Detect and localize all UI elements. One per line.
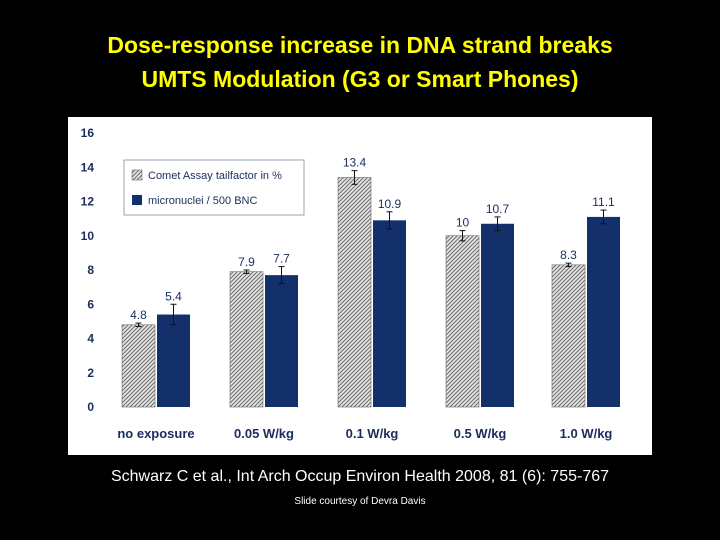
legend-label-comet: Comet Assay tailfactor in %: [148, 170, 282, 182]
bar-comet: [445, 235, 480, 408]
legend-box: [123, 159, 305, 216]
data-label: 7.7: [273, 252, 290, 266]
bar-comet: [337, 177, 372, 408]
courtesy-note: Slide courtesy of Devra Davis: [294, 496, 426, 507]
legend-label-micronuclei: micronuclei / 500 BNC: [148, 195, 257, 207]
data-label: 10.7: [486, 202, 510, 216]
bar-micronuclei: [157, 314, 190, 407]
y-tick-label: 14: [81, 160, 95, 174]
data-label: 4.8: [130, 308, 147, 322]
data-label: 5.4: [165, 289, 182, 303]
y-tick-label: 6: [87, 297, 94, 311]
bar-comet: [121, 324, 156, 408]
x-tick-label: 0.1 W/kg: [346, 426, 399, 441]
bar-micronuclei: [481, 223, 514, 407]
bar-comet: [551, 264, 586, 408]
bar-comet: [229, 271, 264, 408]
bar-micronuclei: [265, 275, 298, 407]
data-label: 11.1: [592, 195, 615, 209]
title-line-2: UMTS Modulation (G3 or Smart Phones): [141, 66, 579, 92]
bar-micronuclei: [373, 220, 406, 407]
y-tick-label: 4: [87, 332, 94, 346]
y-tick-label: 2: [87, 366, 94, 380]
y-tick-label: 0: [87, 400, 94, 414]
x-tick-label: 0.05 W/kg: [234, 426, 294, 441]
chart-svg: 0 2 4 6 8 10 12 14 16 4.8 5.4 7.9 7.7 13.4 10.9 10 10.7…: [81, 126, 620, 441]
data-label: 8.3: [560, 248, 577, 262]
x-tick-label: no exposure: [117, 426, 194, 441]
x-tick-label: 1.0 W/kg: [560, 426, 613, 441]
legend: Comet Assay tailfactor in % micronuclei …: [123, 159, 305, 216]
y-tick-label: 12: [81, 195, 95, 209]
bar-micronuclei: [587, 216, 620, 407]
bar-chart: 0 2 4 6 8 10 12 14 16 4.8 5.4 7.9 7.7 13.4 10.9 10 10.7…: [68, 117, 652, 455]
data-label: 10.9: [378, 197, 402, 211]
data-labels: 4.8 5.4 7.9 7.7 13.4 10.9 10 10.7 8.3 11.1: [130, 156, 615, 322]
x-tick-label: 0.5 W/kg: [454, 426, 507, 441]
bars: [121, 170, 620, 408]
citation: Schwarz C et al., Int Arch Occup Environ…: [110, 468, 610, 485]
legend-swatch-micronuclei: [132, 195, 142, 205]
data-label: 10: [456, 216, 470, 230]
slide-title: Dose-response increase in DNA strand bre…: [0, 28, 720, 96]
data-label: 13.4: [343, 156, 367, 170]
y-tick-label: 8: [87, 263, 94, 277]
y-tick-label: 10: [81, 229, 95, 243]
title-line-1: Dose-response increase in DNA strand bre…: [107, 32, 613, 58]
data-label: 7.9: [238, 255, 255, 269]
y-tick-label: 16: [81, 126, 95, 140]
legend-swatch-comet: [131, 169, 143, 181]
y-axis: 0 2 4 6 8 10 12 14 16: [81, 126, 95, 414]
x-axis-labels: no exposure 0.05 W/kg 0.1 W/kg 0.5 W/kg 1.0 …: [117, 426, 612, 441]
